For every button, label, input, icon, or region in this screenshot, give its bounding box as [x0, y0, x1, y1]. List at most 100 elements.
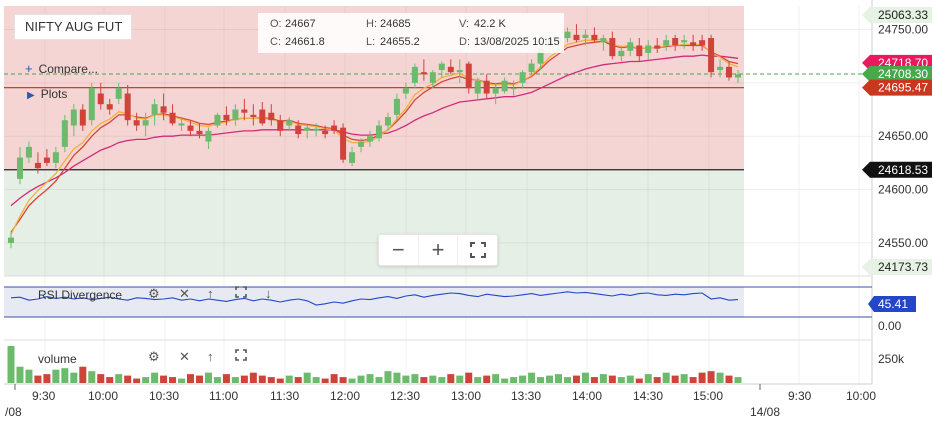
x-tick-label: 9:30: [788, 389, 812, 403]
volume-bar: [7, 346, 15, 383]
volume-bar: [88, 371, 96, 383]
rsi-close-icon[interactable]: ✕: [179, 286, 190, 301]
candle-body: [142, 120, 149, 126]
fullscreen-button[interactable]: [458, 235, 497, 265]
candle-body: [735, 74, 741, 78]
volume-bar: [572, 375, 580, 383]
volume-bar: [707, 371, 715, 383]
volume-bar: [510, 377, 518, 383]
symbol-label[interactable]: NIFTY AUG FUT: [14, 14, 132, 40]
candle-body: [663, 40, 670, 46]
volume-bar: [599, 374, 607, 383]
candle-body: [573, 34, 580, 41]
candle-body: [591, 34, 598, 41]
rsi-settings-icon[interactable]: ⚙: [148, 286, 160, 301]
price-tag: 24695.47: [862, 79, 932, 96]
candle-body: [420, 72, 427, 75]
candle-body: [268, 112, 275, 121]
x-tick-label: 9:30: [32, 389, 56, 403]
volume-bar: [115, 374, 123, 383]
price-tag-bg: [862, 259, 932, 275]
candle-body: [358, 141, 365, 147]
zoom-in-button[interactable]: +: [419, 235, 459, 265]
candle-body: [393, 98, 400, 115]
volume-bar: [151, 372, 159, 383]
volume-bar: [653, 377, 661, 383]
price-tag-bg: [862, 161, 932, 178]
volume-bar: [16, 366, 24, 383]
volume-bar: [70, 372, 78, 383]
volume-bar: [303, 372, 311, 383]
x-tick-label: 10:00: [88, 389, 118, 403]
y-tick-label: 24550.00: [878, 236, 928, 250]
candle-body: [375, 125, 382, 139]
volume-bar: [546, 375, 554, 383]
candle-body: [196, 130, 203, 135]
candle-body: [636, 45, 643, 57]
candle-body: [483, 80, 490, 94]
volume-bar: [52, 369, 60, 383]
rsi-expand-icon[interactable]: [235, 286, 247, 301]
volume-bar: [662, 372, 670, 383]
candle-body: [97, 93, 104, 105]
x-tick-label: 15:00: [693, 389, 723, 403]
volume-bar: [213, 377, 221, 383]
volume-bar: [626, 375, 634, 383]
volume-bar: [195, 375, 203, 383]
volume-bar: [285, 375, 293, 383]
candle-body: [564, 31, 571, 39]
low-key: L:: [366, 36, 376, 48]
plus-icon: +: [431, 237, 445, 262]
candle-body: [340, 127, 347, 160]
plots-label: Plots: [40, 87, 68, 101]
rsi-move-down-icon[interactable]: ↓: [265, 286, 272, 301]
candle-body: [133, 120, 140, 126]
candle-body: [124, 93, 131, 121]
volume-close-icon[interactable]: ✕: [179, 349, 190, 364]
volume-bar: [124, 375, 132, 383]
high-key: H:: [366, 18, 377, 30]
volume-bar: [348, 378, 356, 383]
volume-bar: [474, 377, 482, 383]
volume-move-up-icon[interactable]: ↑: [207, 349, 214, 364]
x-tick-label: 10:00: [846, 389, 876, 403]
price-tag: 24708.30: [862, 65, 932, 82]
volume-bar: [321, 378, 329, 383]
rsi-zero-label: 0.00: [878, 319, 902, 333]
volume-expand-icon[interactable]: [235, 349, 247, 364]
candle-body: [528, 63, 535, 73]
volume-bar: [420, 377, 428, 383]
volume-bar: [456, 375, 464, 383]
candle-body: [384, 116, 391, 126]
close-value: 24661.8: [285, 36, 325, 48]
expand-icon: [469, 242, 486, 258]
price-tag: 25063.33: [862, 7, 932, 23]
plots-button[interactable]: ▶ Plots: [27, 87, 67, 101]
compare-button[interactable]: + Compare...: [25, 61, 98, 76]
volume-bar: [142, 377, 150, 383]
volume-settings-icon[interactable]: ⚙: [148, 349, 160, 364]
volume-bar: [339, 377, 347, 383]
candle-body: [70, 109, 77, 126]
volume-bar: [644, 374, 652, 383]
zoom-out-button[interactable]: −: [379, 235, 419, 265]
candle-body: [223, 114, 230, 121]
low-value: 24655.2: [380, 36, 420, 48]
candle-body: [277, 120, 284, 131]
rsi-move-up-icon[interactable]: ↑: [207, 286, 214, 301]
volume-bar: [608, 375, 616, 383]
candle-body: [214, 114, 221, 126]
x-tick-label: 13:30: [511, 389, 541, 403]
volume-tick-label: 250k: [878, 352, 905, 366]
volume-bar: [276, 378, 284, 383]
volume-bar: [187, 374, 195, 383]
candle-body: [600, 38, 607, 43]
candle-body: [690, 42, 697, 46]
price-tag-label: 24695.47: [878, 81, 928, 95]
candle-body: [52, 152, 59, 163]
candle-body: [456, 70, 463, 73]
volume-key: V:: [459, 18, 469, 30]
volume-bar: [294, 377, 302, 383]
